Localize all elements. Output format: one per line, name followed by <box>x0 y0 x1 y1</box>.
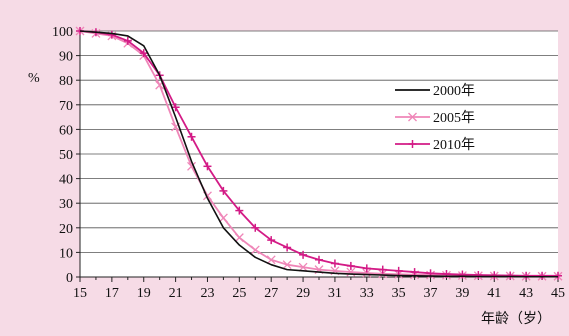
x-tick-label-39: 39 <box>455 286 469 301</box>
y-tick-label-30: 30 <box>59 197 73 212</box>
y-tick-label-60: 60 <box>59 123 73 138</box>
x-axis-label: 年龄（岁） <box>481 311 551 327</box>
x-tick-label-45: 45 <box>551 286 565 301</box>
y-tick-label-100: 100 <box>52 25 73 40</box>
series-1-point-33-b <box>362 268 372 278</box>
x-tick-label-37: 37 <box>424 286 438 301</box>
y-tick-label-20: 20 <box>59 222 73 237</box>
series-1-point-28-b <box>282 260 292 270</box>
series-1-point-23-b <box>203 191 212 201</box>
x-tick-label-23: 23 <box>200 286 214 301</box>
x-tick-label-33: 33 <box>360 286 374 301</box>
y-axis-label: % <box>28 71 40 86</box>
y-tick-label-0: 0 <box>66 271 73 286</box>
legend-label-2: 2010年 <box>433 137 475 153</box>
x-tick-label-21: 21 <box>169 286 183 301</box>
x-tick-label-19: 19 <box>137 286 151 301</box>
legend-marker-1-b <box>408 112 417 122</box>
series-1-point-24-b <box>218 213 228 223</box>
y-tick-label-10: 10 <box>59 246 73 261</box>
x-tick-label-25: 25 <box>232 286 246 301</box>
series-1-point-27-b <box>266 255 276 265</box>
y-tick-label-50: 50 <box>59 148 73 163</box>
x-tick-label-31: 31 <box>328 286 342 301</box>
y-tick-label-90: 90 <box>59 50 73 65</box>
legend-label-1: 2005年 <box>433 110 475 126</box>
x-tick-label-35: 35 <box>392 286 406 301</box>
legend-label-0: 2000年 <box>433 83 475 99</box>
x-tick-label-27: 27 <box>264 286 278 301</box>
series-1-point-25-b <box>234 233 244 243</box>
series-1-point-34-b <box>378 269 388 279</box>
y-tick-label-70: 70 <box>59 99 73 114</box>
x-tick-label-17: 17 <box>105 286 119 301</box>
x-tick-label-41: 41 <box>487 286 501 301</box>
series-1-point-22-b <box>187 161 196 171</box>
series-1-point-29-b <box>298 262 308 272</box>
series-line-0 <box>79 30 558 278</box>
series-1-point-32-b <box>346 267 356 277</box>
x-tick-label-15: 15 <box>73 286 87 301</box>
series-1-point-26-b <box>250 245 260 255</box>
y-tick-label-40: 40 <box>59 173 73 188</box>
x-tick-label-29: 29 <box>296 286 310 301</box>
y-tick-label-80: 80 <box>59 74 73 89</box>
x-tick-label-43: 43 <box>519 286 533 301</box>
